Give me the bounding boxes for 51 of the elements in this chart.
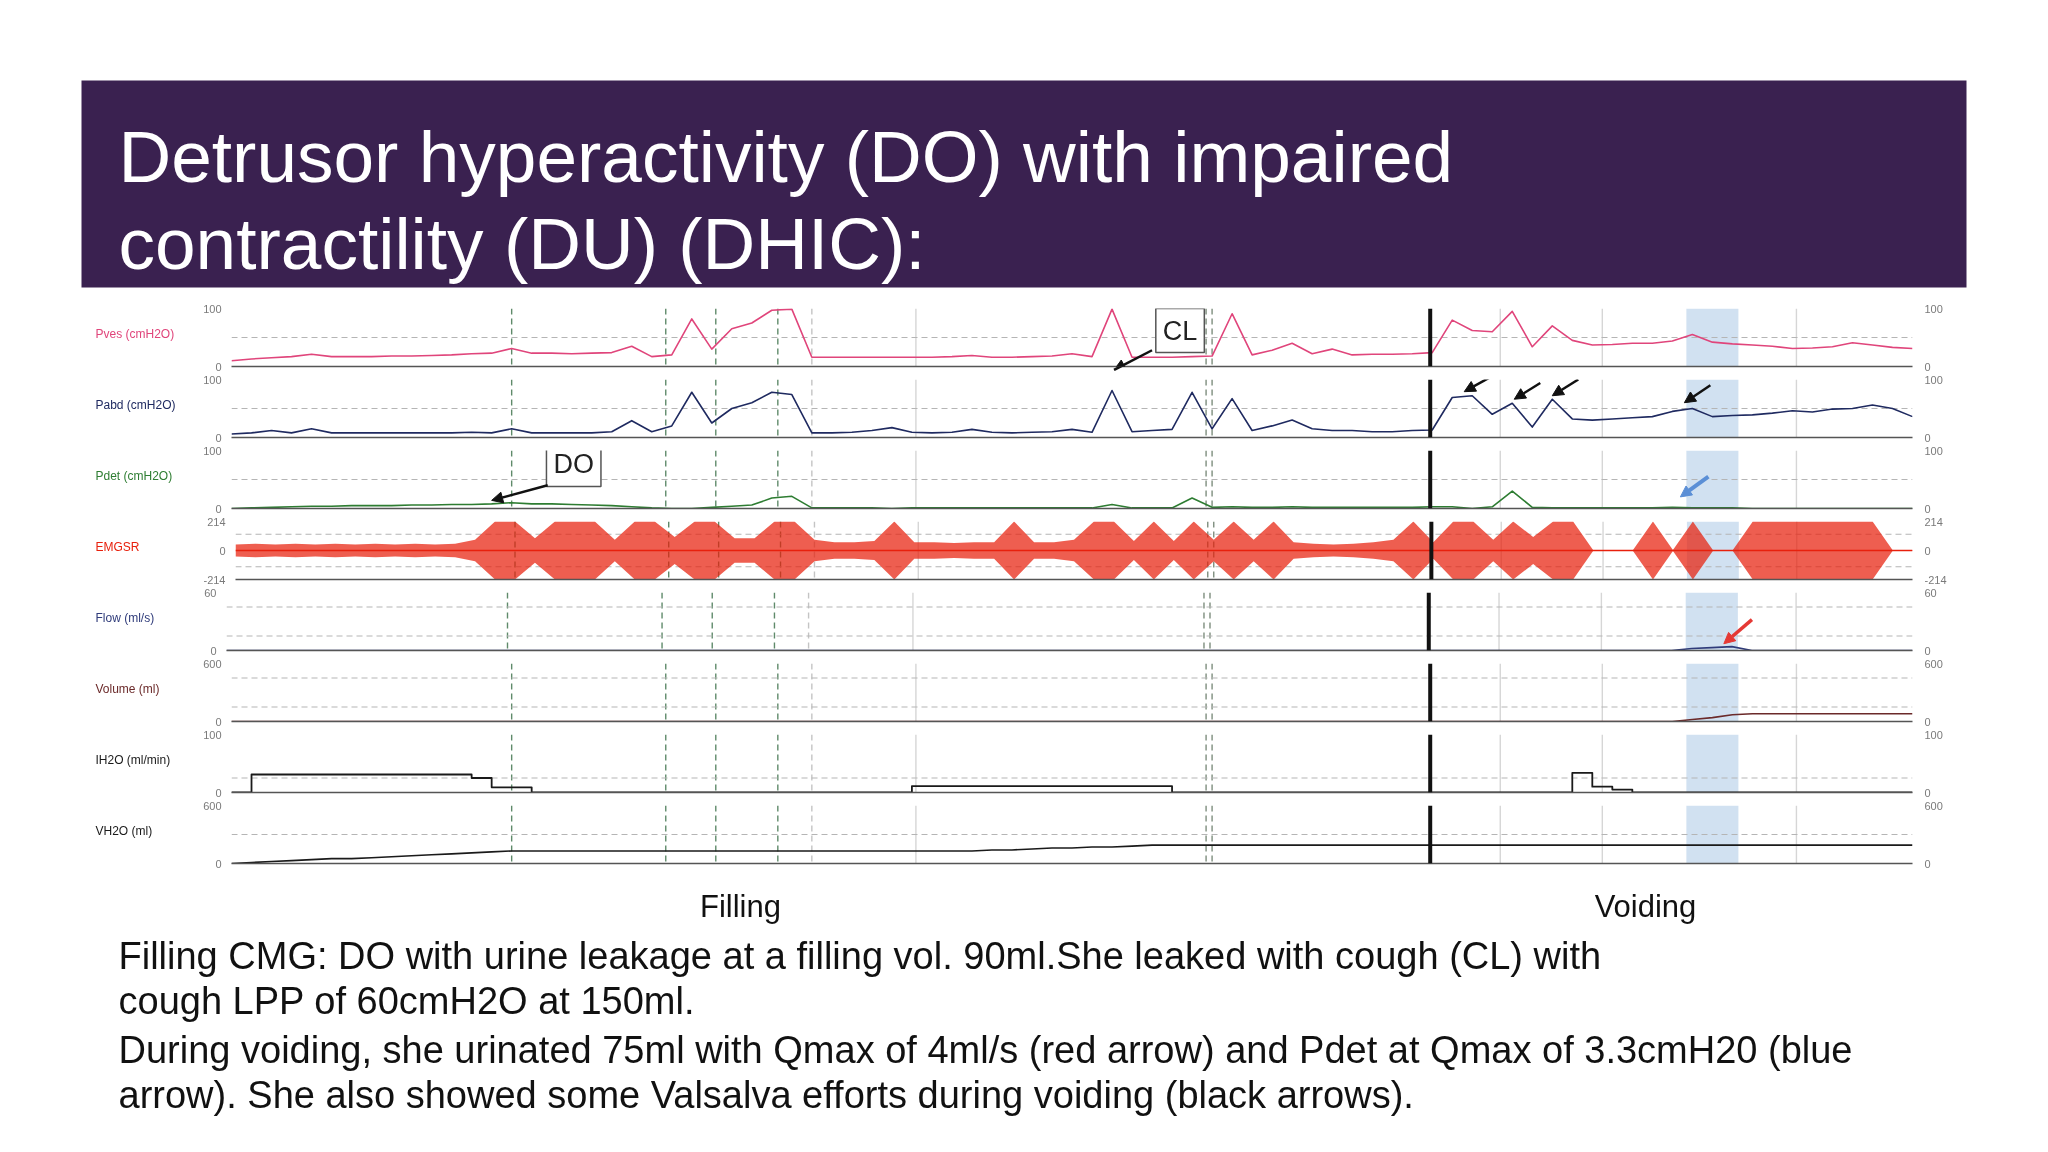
y-tick-label: 0 <box>215 360 222 373</box>
y-tick-label: 214 <box>207 515 226 528</box>
y-tick-label: 0 <box>215 786 222 799</box>
y-tick-label: 100 <box>203 302 222 315</box>
annotation: DO <box>553 449 594 480</box>
text: Voiding <box>1594 889 1697 924</box>
y-tick-label: 100 <box>203 373 222 386</box>
y2-tick-label: 600 <box>1924 657 1943 670</box>
y-tick-label: 0 <box>219 544 226 557</box>
y-axis-title: EMGSR <box>95 539 140 554</box>
y-axis-title: Volume (ml) <box>95 681 160 696</box>
y2-tick-label: 214 <box>1924 515 1943 528</box>
y2-tick-label: -214 <box>1924 573 1947 586</box>
y2-tick-label: 0 <box>1924 786 1931 799</box>
y2-tick-label: 0 <box>1924 857 1931 870</box>
y-tick-label: -214 <box>203 573 226 586</box>
y2-tick-label: 0 <box>1924 644 1931 657</box>
text: arrow). She also showed some Valsalva efforts during voiding (black arrows). <box>118 1073 1414 1116</box>
y-axis-title: Pdet (cmH2O) <box>95 468 173 483</box>
y2-tick-label: 100 <box>1924 302 1943 315</box>
y-tick-label: 0 <box>215 431 222 444</box>
y-tick-label: 60 <box>204 586 217 599</box>
y-tick-label: 100 <box>203 728 222 741</box>
y2-tick-label: 100 <box>1924 444 1943 457</box>
y-tick-label: 0 <box>215 857 222 870</box>
text: Filling CMG: DO with urine leakage at a filling vol. 90ml.She leaked with cough (CL) with <box>118 934 1602 977</box>
y2-tick-label: 0 <box>1924 360 1931 373</box>
text: Filling <box>700 889 781 924</box>
y-tick-label: 0 <box>215 715 222 728</box>
text: cough LPP of 60cmH2O at 150ml. <box>118 979 695 1022</box>
y2-tick-label: 100 <box>1924 373 1943 386</box>
y2-tick-label: 60 <box>1924 586 1937 599</box>
y2-tick-label: 600 <box>1924 799 1943 812</box>
y2-tick-label: 0 <box>1924 544 1931 557</box>
y-axis-title: Pabd (cmH2O) <box>95 397 176 412</box>
text: During voiding, she urinated 75ml with Qmax of 4ml/s (red arrow) and Pdet at Qmax of 3.3cmH20 (blue <box>118 1028 1853 1071</box>
y-axis-title: Pves (cmH2O) <box>95 326 175 341</box>
y-tick-label: 100 <box>203 444 222 457</box>
y2-tick-label: 0 <box>1924 502 1931 515</box>
y-tick-label: 600 <box>203 799 222 812</box>
y2-tick-label: 100 <box>1924 728 1943 741</box>
annotation: CL <box>1162 315 1198 346</box>
y-tick-label: 0 <box>210 644 217 657</box>
y-axis-title: IH2O (ml/min) <box>95 752 171 767</box>
y-axis-title: Flow (ml/s) <box>95 610 155 625</box>
y-tick-label: 600 <box>203 657 222 670</box>
y-axis-title: VH2O (ml) <box>95 823 153 838</box>
y-tick-label: 0 <box>215 502 222 515</box>
chart-title: Detrusor hyperactivity (DO) with impaired contractility (DU) (DHIC): <box>118 116 1454 284</box>
y2-tick-label: 0 <box>1924 715 1931 728</box>
y2-tick-label: 0 <box>1924 431 1931 444</box>
